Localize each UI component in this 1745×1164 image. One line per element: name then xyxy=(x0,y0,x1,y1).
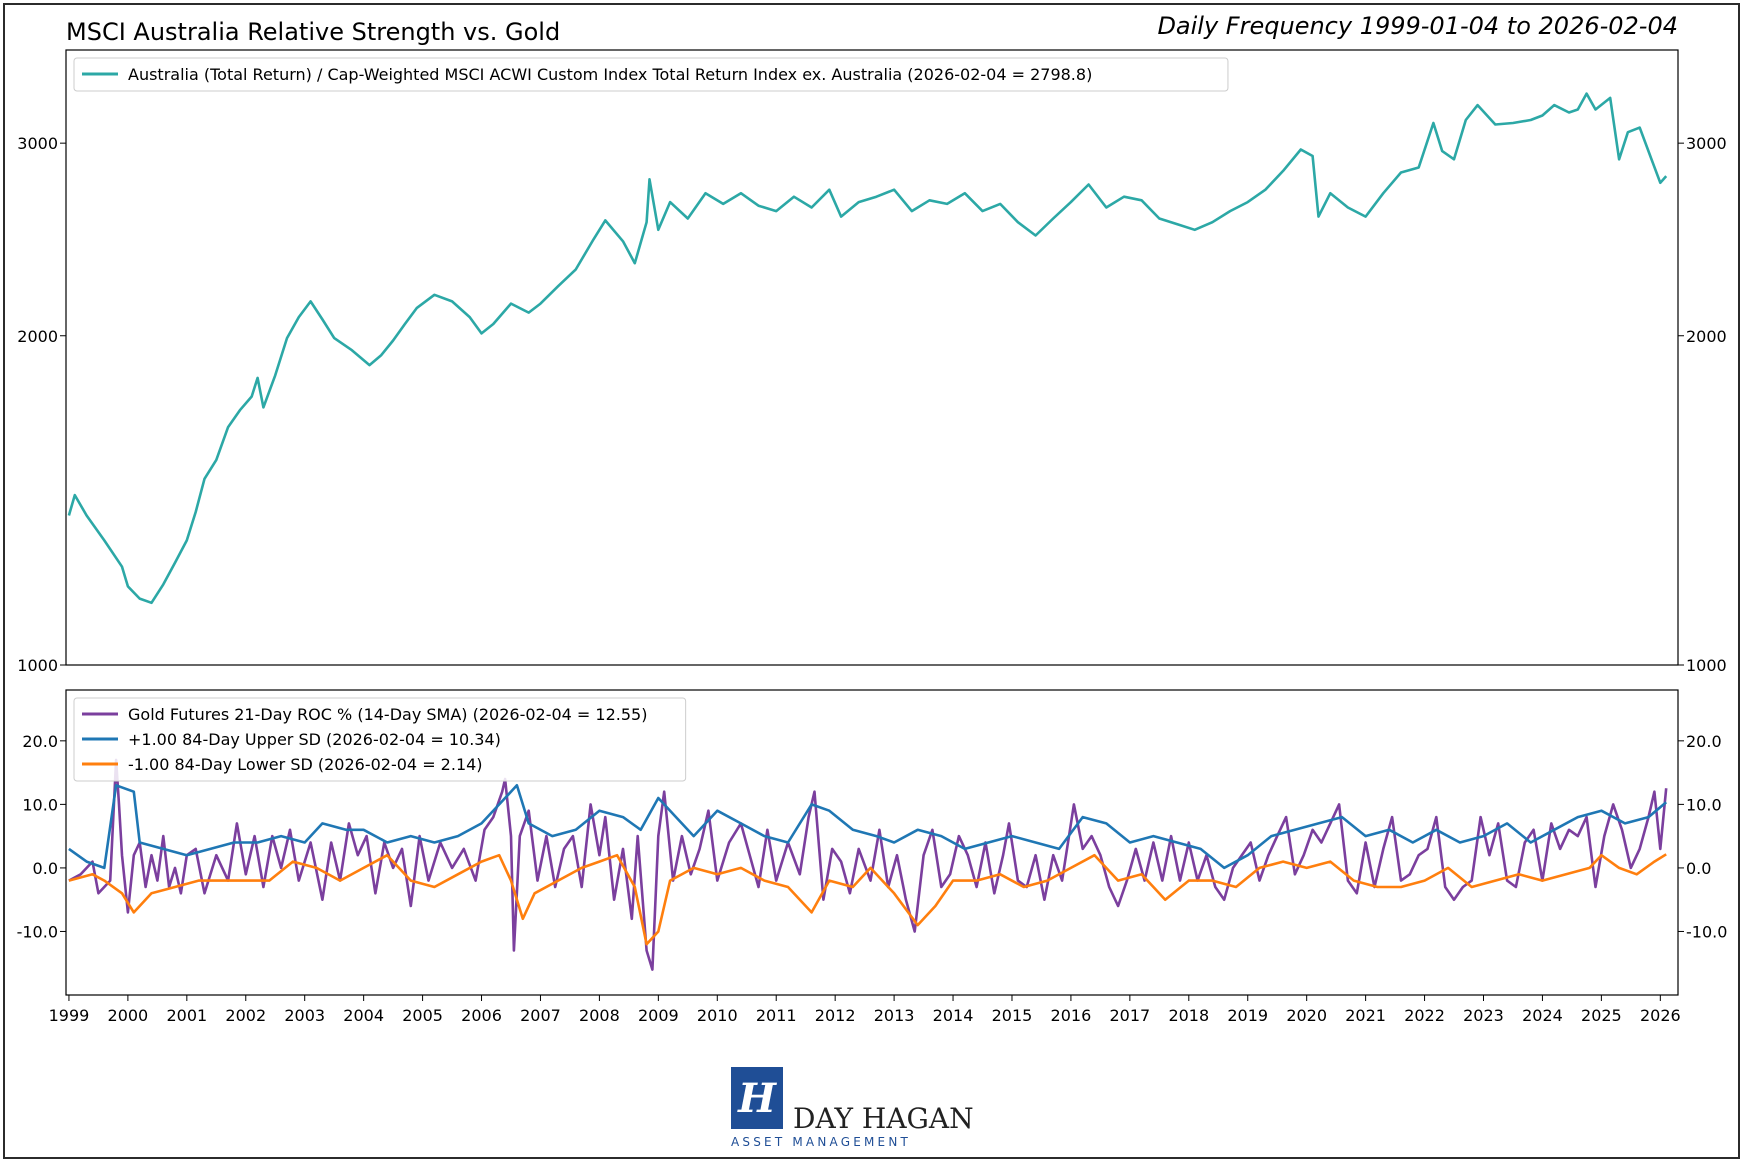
bottom-legend-label-0: Gold Futures 21-Day ROC % (14-Day SMA) (… xyxy=(128,705,647,724)
chart-subtitle: Daily Frequency 1999-01-04 to 2026-02-04 xyxy=(1157,12,1678,40)
xtick-label: 2000 xyxy=(108,1006,149,1025)
xtick-label: 2025 xyxy=(1581,1006,1622,1025)
xtick-label: 2015 xyxy=(992,1006,1033,1025)
bottom-series-line-0 xyxy=(68,758,1668,971)
bottom-plot-border xyxy=(65,689,1679,996)
bottom-legend-label-1: +1.00 84-Day Upper SD (2026-02-04 = 10.3… xyxy=(128,730,501,749)
bottom-ytick-left-label: -10.0 xyxy=(17,922,58,941)
bottom-ytick-left-label: 20.0 xyxy=(22,732,58,751)
bottom-series-line-2 xyxy=(68,853,1667,946)
logo-mark-icon xyxy=(731,1067,783,1129)
company-logo: H DAY HAGAN ASSET MANAGEMENT xyxy=(731,1067,974,1149)
xtick-label: 2020 xyxy=(1286,1006,1327,1025)
logo-mark-glyph: H xyxy=(737,1075,777,1122)
xtick-label: 2006 xyxy=(461,1006,502,1025)
bottom-ytick-left-label: 10.0 xyxy=(22,795,58,814)
xtick-label: 2021 xyxy=(1345,1006,1386,1025)
xtick-label: 2009 xyxy=(638,1006,679,1025)
xtick-label: 2019 xyxy=(1227,1006,1268,1025)
logo-text: DAY HAGAN xyxy=(793,1102,974,1135)
xtick-label: 2023 xyxy=(1463,1006,1504,1025)
top-plot-border xyxy=(65,49,1679,666)
xtick-label: 2002 xyxy=(225,1006,266,1025)
bottom-ytick-right-label: -10.0 xyxy=(1686,922,1727,941)
xtick-label: 1999 xyxy=(49,1006,90,1025)
top-legend-box xyxy=(73,57,1229,92)
bottom-legend-label-2: -1.00 84-Day Lower SD (2026-02-04 = 2.14… xyxy=(128,755,483,774)
xtick-label: 2001 xyxy=(166,1006,207,1025)
xtick-label: 2022 xyxy=(1404,1006,1445,1025)
xtick-label: 2012 xyxy=(815,1006,856,1025)
logo-subtext: ASSET MANAGEMENT xyxy=(731,1135,911,1149)
xtick-label: 2005 xyxy=(402,1006,443,1025)
top-legend: Australia (Total Return) / Cap-Weighted … xyxy=(73,57,1229,92)
top-ytick-right-label: 2000 xyxy=(1686,327,1727,346)
xtick-label: 2014 xyxy=(933,1006,974,1025)
xtick-label: 2017 xyxy=(1110,1006,1151,1025)
top-legend-label-0: Australia (Total Return) / Cap-Weighted … xyxy=(128,65,1092,84)
xtick-label: 2018 xyxy=(1168,1006,1209,1025)
bottom-ytick-right-label: 10.0 xyxy=(1686,795,1722,814)
top-ytick-left-label: 3000 xyxy=(17,134,58,153)
xtick-label: 2011 xyxy=(756,1006,797,1025)
bottom-panel: -10.0 -10.0 0.0 0.0 10.0 10.0 20.0 20.0 1999 2000… xyxy=(17,689,1727,1025)
xtick-label: 2016 xyxy=(1051,1006,1092,1025)
top-ytick-right-label: 3000 xyxy=(1686,134,1727,153)
xtick-label: 2004 xyxy=(343,1006,384,1025)
xtick-label: 2024 xyxy=(1522,1006,1563,1025)
top-ytick-right-label: 1000 xyxy=(1686,656,1727,675)
xtick-label: 2008 xyxy=(579,1006,620,1025)
bottom-ytick-left-label: 0.0 xyxy=(33,859,58,878)
top-series-line-0 xyxy=(67,92,1668,605)
bottom-ytick-right-label: 20.0 xyxy=(1686,732,1722,751)
bottom-legend-box xyxy=(73,697,687,782)
top-ytick-left-label: 1000 xyxy=(17,656,58,675)
xtick-label: 2013 xyxy=(874,1006,915,1025)
top-panel: 1000 1000 2000 2000 3000 3000 Australia (Total… xyxy=(17,49,1727,675)
bottom-series-line-1 xyxy=(68,784,1668,870)
xtick-label: 2003 xyxy=(284,1006,325,1025)
chart-frame xyxy=(3,3,1740,1159)
xtick-label: 2026 xyxy=(1640,1006,1681,1025)
xtick-label: 2010 xyxy=(697,1006,738,1025)
top-ytick-left-label: 2000 xyxy=(17,327,58,346)
xtick-label: 2007 xyxy=(520,1006,561,1025)
bottom-legend: Gold Futures 21-Day ROC % (14-Day SMA) (… xyxy=(73,697,687,782)
chart-title: MSCI Australia Relative Strength vs. Gol… xyxy=(66,18,560,46)
bottom-ytick-right-label: 0.0 xyxy=(1686,859,1711,878)
